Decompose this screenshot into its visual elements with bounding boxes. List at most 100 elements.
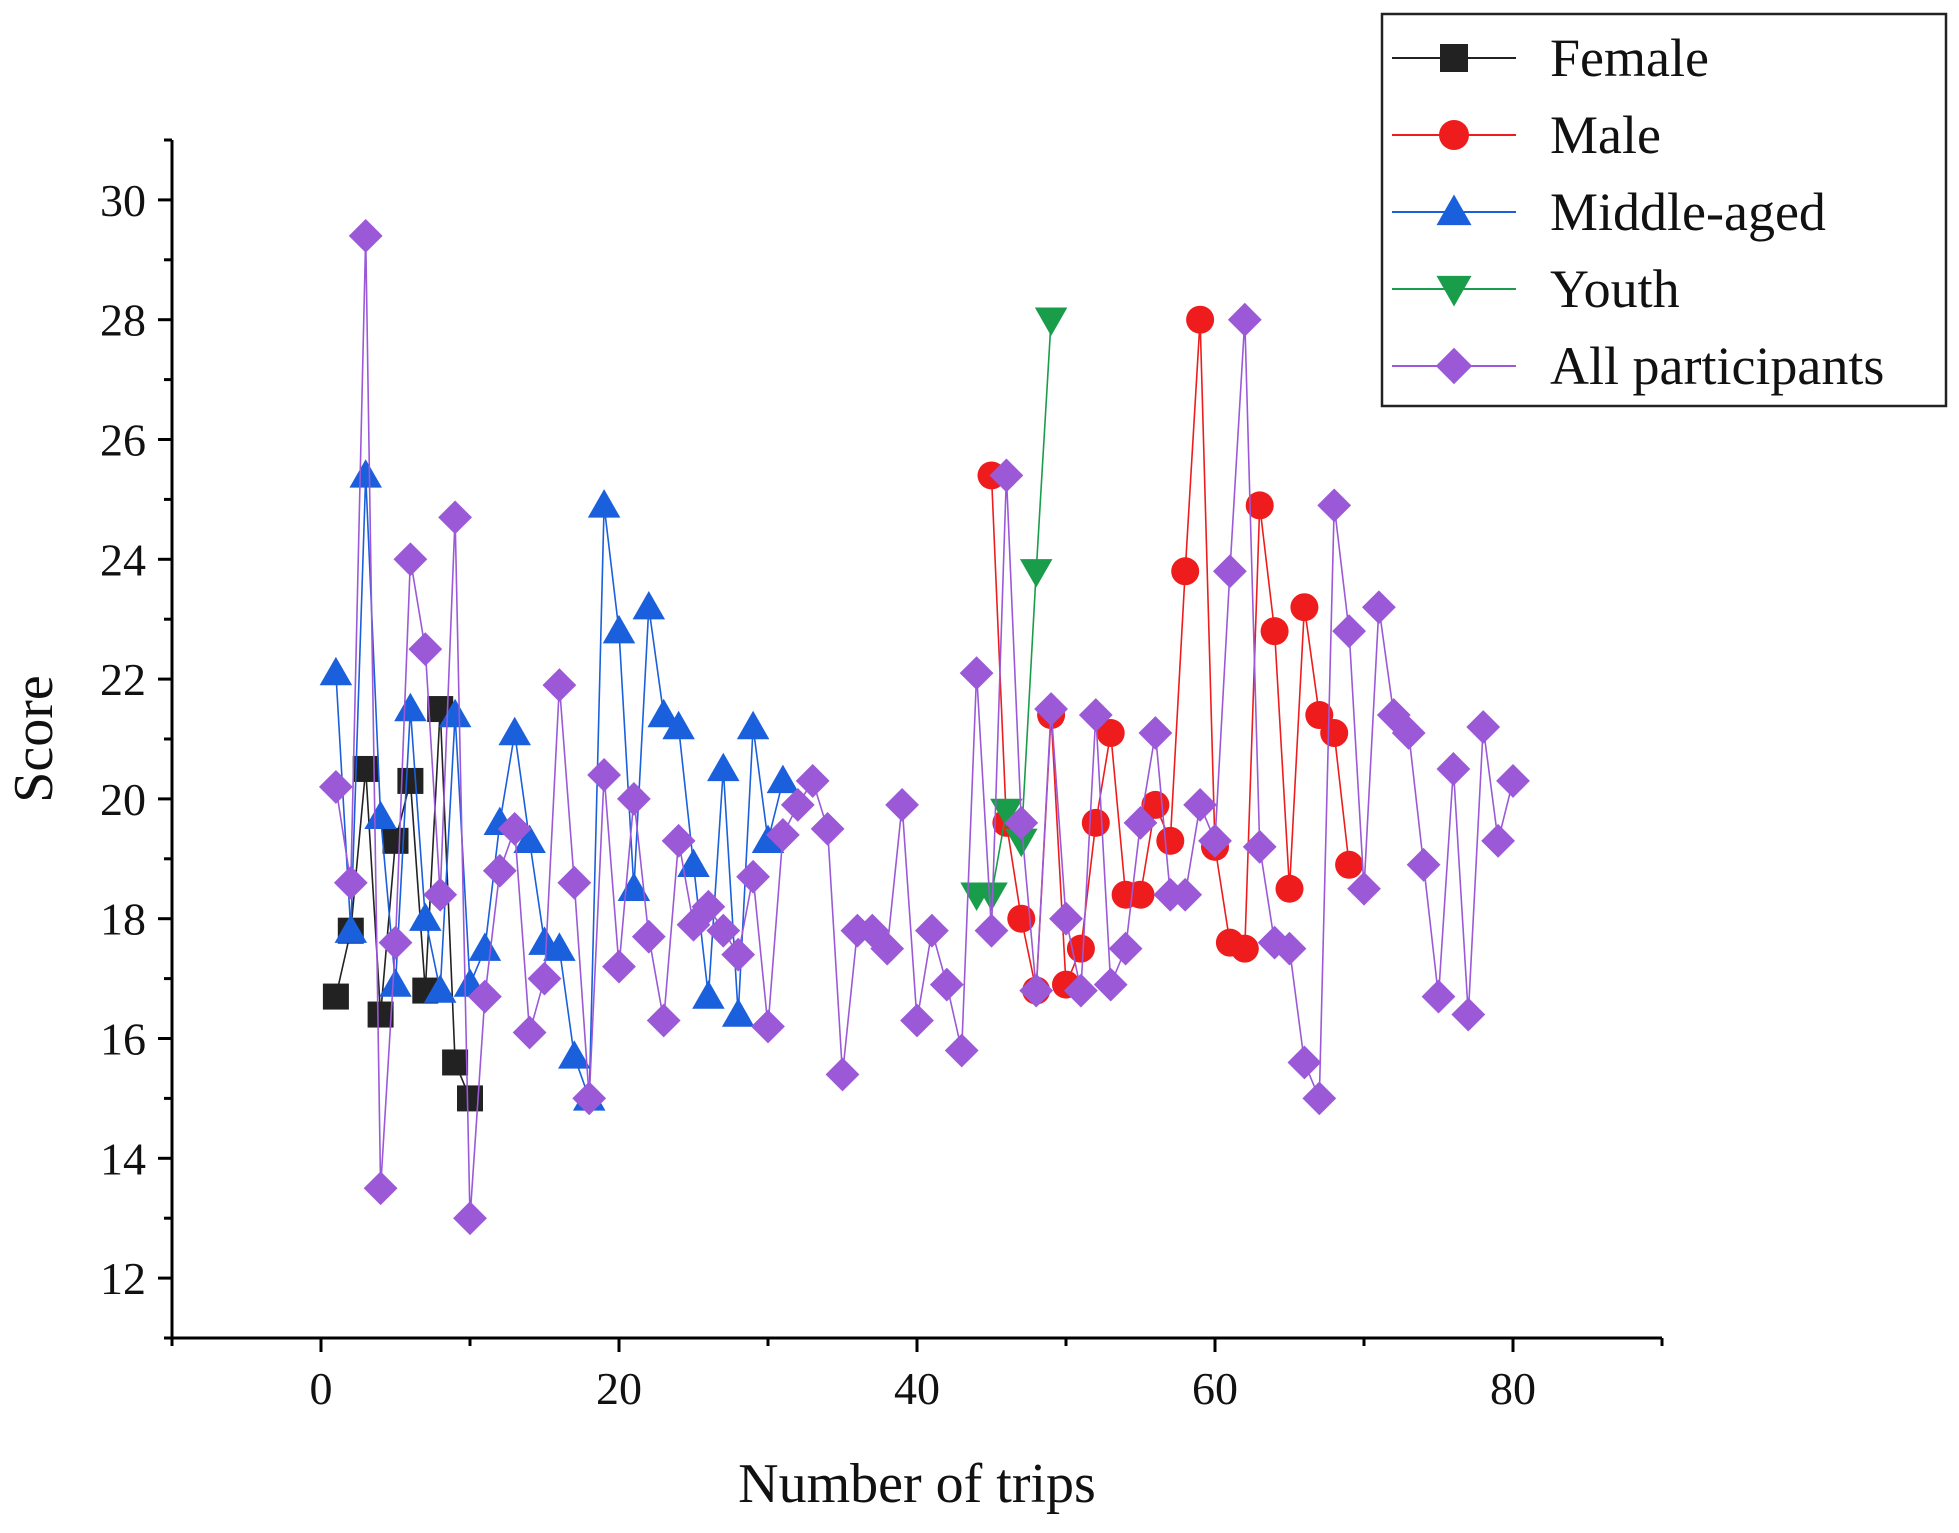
data-point xyxy=(1156,826,1185,855)
data-point xyxy=(348,218,383,253)
data-point xyxy=(1096,719,1125,748)
legend-label: Middle-aged xyxy=(1550,182,1826,242)
data-point xyxy=(1064,973,1098,1008)
data-point xyxy=(1290,593,1319,622)
data-point xyxy=(333,865,368,900)
legend-item: All participants xyxy=(1392,336,1884,396)
data-point xyxy=(736,710,770,740)
data-point xyxy=(1257,925,1292,960)
data-point xyxy=(1019,973,1054,1008)
x-tick-label: 40 xyxy=(894,1363,940,1414)
series-middle-aged xyxy=(319,459,800,1111)
data-point xyxy=(990,798,1023,828)
data-point xyxy=(647,698,680,728)
data-point xyxy=(766,764,800,794)
data-point xyxy=(319,770,353,804)
data-point xyxy=(497,811,532,846)
data-point xyxy=(929,967,964,1002)
data-point xyxy=(442,1049,469,1076)
data-point xyxy=(408,632,443,667)
data-point xyxy=(572,1081,607,1116)
data-point xyxy=(468,979,502,1014)
data-point xyxy=(974,913,1009,948)
data-point xyxy=(482,853,517,888)
data-point xyxy=(944,1033,979,1068)
y-tick-label: 30 xyxy=(100,175,146,226)
data-point xyxy=(602,614,636,644)
data-point xyxy=(498,716,531,746)
data-point xyxy=(1362,590,1396,625)
data-point xyxy=(691,889,726,924)
data-point xyxy=(1481,823,1515,858)
data-point xyxy=(423,974,457,1003)
data-point xyxy=(1347,871,1381,906)
data-point xyxy=(736,859,770,894)
data-point xyxy=(382,827,409,854)
data-point xyxy=(1034,692,1068,726)
legend-label: Female xyxy=(1550,28,1709,88)
data-point xyxy=(632,590,666,620)
data-point xyxy=(1436,752,1471,786)
data-point xyxy=(1183,787,1217,822)
data-point xyxy=(1302,1081,1337,1116)
data-point xyxy=(1320,719,1349,748)
data-point xyxy=(319,656,353,686)
data-point xyxy=(1198,823,1232,858)
data-point xyxy=(780,787,815,822)
data-point xyxy=(1406,847,1441,882)
data-point xyxy=(810,811,845,846)
legend-item: Youth xyxy=(1392,259,1680,319)
data-point xyxy=(367,1001,394,1028)
data-point xyxy=(1004,805,1039,840)
data-point xyxy=(1123,805,1158,840)
y-tick-label: 12 xyxy=(100,1253,146,1304)
series-layer xyxy=(319,218,1530,1236)
data-point xyxy=(1168,877,1203,912)
data-point xyxy=(1332,614,1366,649)
data-point xyxy=(379,968,412,997)
data-point xyxy=(513,824,546,854)
data-point xyxy=(557,865,592,900)
data-point xyxy=(378,925,413,960)
data-point xyxy=(1034,307,1068,336)
data-point xyxy=(1081,808,1110,837)
data-point xyxy=(707,752,740,782)
y-tick-label: 18 xyxy=(100,894,146,945)
data-point xyxy=(1335,850,1364,879)
data-point xyxy=(1230,934,1259,963)
data-point xyxy=(751,1009,785,1044)
axes: 12 14 16 18 20 22 24 26 28 30 0 20 40 60 80 xyxy=(100,138,1664,1414)
data-point xyxy=(1275,874,1304,903)
data-point xyxy=(468,932,502,961)
data-point xyxy=(646,1003,681,1038)
data-point xyxy=(1171,557,1200,586)
legend-label: All participants xyxy=(1550,336,1884,396)
data-point xyxy=(1093,967,1128,1002)
data-point xyxy=(1245,491,1274,520)
data-point xyxy=(1391,716,1426,750)
data-point xyxy=(364,800,397,830)
legend-marker xyxy=(1436,275,1472,307)
data-point xyxy=(423,877,458,912)
data-point xyxy=(1007,904,1036,933)
data-point xyxy=(602,949,636,984)
data-point xyxy=(975,882,1008,911)
data-point xyxy=(1242,829,1277,864)
data-point xyxy=(1078,698,1113,732)
data-point xyxy=(394,692,427,722)
data-point xyxy=(587,758,621,792)
data-point xyxy=(706,913,741,948)
data-point xyxy=(721,937,756,972)
data-point xyxy=(631,919,666,954)
data-point xyxy=(1066,934,1095,963)
y-tick-label: 14 xyxy=(100,1133,146,1184)
data-point xyxy=(1019,559,1053,588)
data-point xyxy=(915,913,949,948)
data-point xyxy=(661,823,696,858)
data-point xyxy=(1260,617,1289,646)
data-point xyxy=(751,824,785,854)
data-point xyxy=(349,459,382,488)
legend-item: Female xyxy=(1392,28,1709,88)
data-point xyxy=(870,931,905,966)
